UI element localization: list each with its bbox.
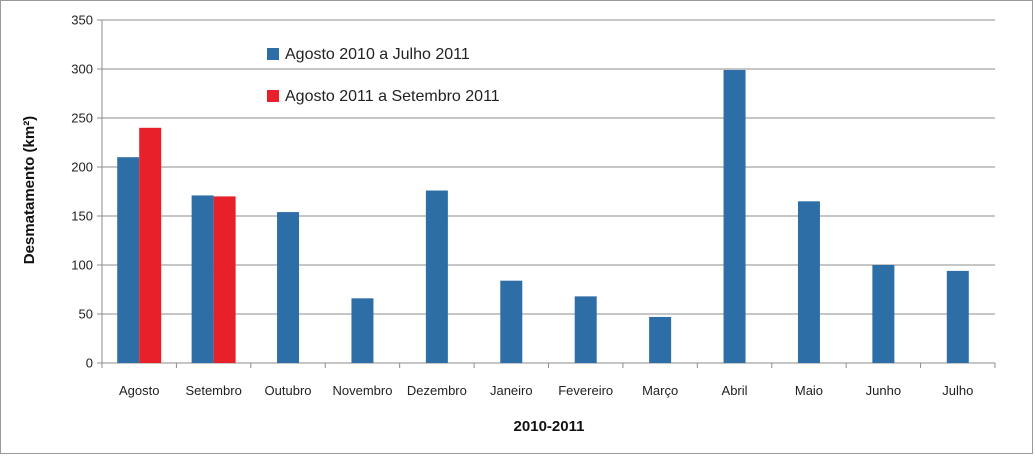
x-tick-label: Dezembro: [407, 383, 467, 398]
legend-swatch: [267, 90, 279, 102]
x-axis-title: 2010-2011: [514, 418, 585, 435]
legend-label: Agosto 2011 a Setembro 2011: [285, 88, 500, 105]
y-tick-labels: 0 50 100 150 200 250 300 350: [71, 13, 93, 371]
bars: [117, 69, 969, 363]
bar-series-1: [277, 212, 300, 363]
x-tick-label: Maio: [795, 383, 823, 398]
y-tick-label: 100: [71, 258, 93, 273]
y-tick-label: 350: [71, 13, 93, 28]
legend-swatch: [267, 48, 279, 60]
y-tick-label: 0: [86, 356, 93, 371]
y-tick-label: 50: [79, 307, 93, 322]
bar-series-1: [574, 296, 597, 363]
gridlines: [102, 19, 995, 315]
x-tick-label: Janeiro: [490, 383, 533, 398]
y-tick-label: 200: [71, 160, 93, 175]
bar-series-2: [139, 127, 162, 363]
bar-series-1: [117, 157, 140, 363]
bar-series-1: [797, 201, 820, 363]
x-tick-label: Agosto: [119, 383, 159, 398]
bar-series-1: [946, 270, 969, 363]
legend: Agosto 2010 a Julho 2011 Agosto 2011 a Se…: [267, 46, 500, 105]
bar-series-1: [723, 69, 746, 363]
x-tick-label: Abril: [722, 383, 748, 398]
x-tick-labels: Agosto Setembro Outubro Novembro Dezembro Jan…: [119, 383, 973, 398]
y-tick-label: 300: [71, 62, 93, 77]
bar-series-1: [351, 298, 374, 363]
axes: [97, 19, 996, 368]
x-tick-label: Setembro: [185, 383, 241, 398]
bar-series-2: [213, 196, 236, 363]
bar-series-1: [649, 316, 672, 363]
y-axis-title: Desmatamento (km²): [21, 116, 38, 264]
x-tick-label: Junho: [866, 383, 901, 398]
y-tick-label: 250: [71, 111, 93, 126]
legend-label: Agosto 2010 a Julho 2011: [285, 46, 470, 63]
x-tick-label: Outubro: [265, 383, 312, 398]
y-tick-label: 150: [71, 209, 93, 224]
bar-series-1: [500, 280, 523, 363]
x-tick-label: Fevereiro: [558, 383, 613, 398]
x-tick-label: Novembro: [332, 383, 392, 398]
bar-series-1: [425, 190, 448, 363]
x-tick-label: Março: [642, 383, 678, 398]
bar-series-1: [872, 265, 895, 363]
x-tick-label: Julho: [942, 383, 973, 398]
bar-series-1: [191, 195, 214, 363]
